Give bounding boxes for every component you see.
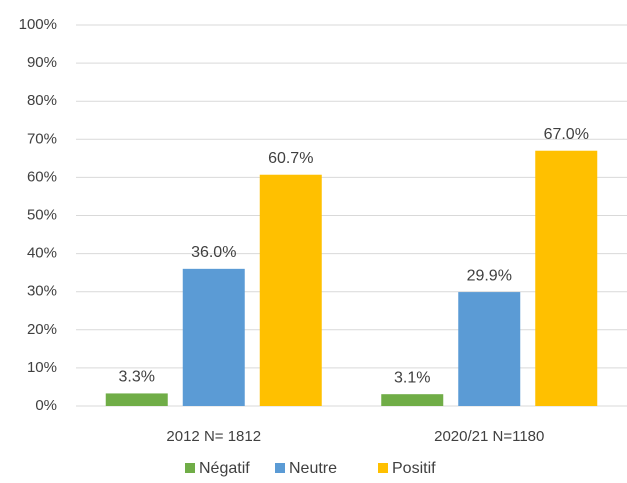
y-tick-label: 60% [27,168,57,185]
bar [105,393,168,406]
bar [381,394,444,406]
value-label: 36.0% [191,244,236,261]
bar [535,150,598,406]
y-tick-label: 10% [27,359,57,376]
y-tick-label: 30% [27,283,57,300]
x-tick-label: 2012 N= 1812 [166,428,261,445]
y-tick-label: 70% [27,130,57,147]
y-tick-label: 20% [27,321,57,338]
y-tick-label: 90% [27,54,57,71]
x-tick-label: 2020/21 N=1180 [434,428,544,445]
y-tick-label: 80% [27,92,57,109]
legend-label: Positif [392,460,436,477]
legend-label: Négatif [199,460,250,477]
bar [182,268,245,406]
bar [259,174,322,406]
y-tick-label: 40% [27,245,57,262]
legend-swatch [185,463,195,473]
y-tick-label: 100% [19,16,57,33]
value-label: 60.7% [268,150,313,167]
legend-label: Neutre [289,460,337,477]
bar [458,292,521,406]
y-tick-label: 50% [27,206,57,223]
y-tick-label: 0% [35,397,57,414]
legend-swatch [378,463,388,473]
legend-swatch [275,463,285,473]
value-label: 67.0% [544,126,589,143]
value-label: 29.9% [467,267,512,284]
value-label: 3.1% [394,369,430,386]
value-label: 3.3% [119,369,155,386]
